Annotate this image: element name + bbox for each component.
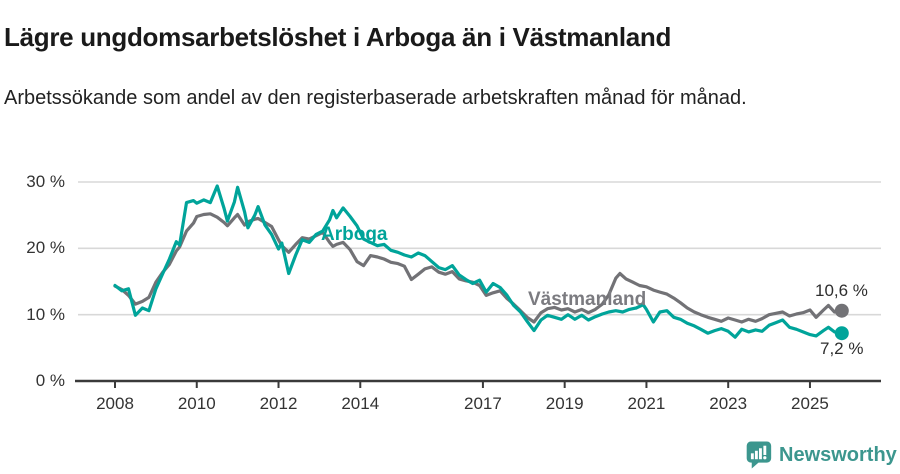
page-title: Lägre ungdomsarbetslöshet i Arboga än i … bbox=[4, 22, 672, 53]
series-line-vastmanland bbox=[113, 212, 844, 324]
series-label-vastmanland: Västmanland bbox=[528, 289, 647, 310]
newsworthy-logo-icon bbox=[746, 441, 772, 469]
page-subtitle: Arbetssökande som andel av den registerb… bbox=[4, 87, 747, 109]
series-end-dot-arboga bbox=[834, 326, 849, 341]
end-value-label-vastmanland: 10,6 % bbox=[815, 281, 868, 300]
newsworthy-brand: Newsworthy bbox=[745, 440, 897, 470]
end-value-label-arboga: 7,2 % bbox=[820, 339, 864, 358]
brand-name: Newsworthy bbox=[779, 443, 897, 466]
series-label-arboga: Arboga bbox=[321, 224, 388, 245]
series-line-arboga bbox=[113, 184, 844, 339]
series-end-dot-vastmanland bbox=[834, 303, 849, 318]
